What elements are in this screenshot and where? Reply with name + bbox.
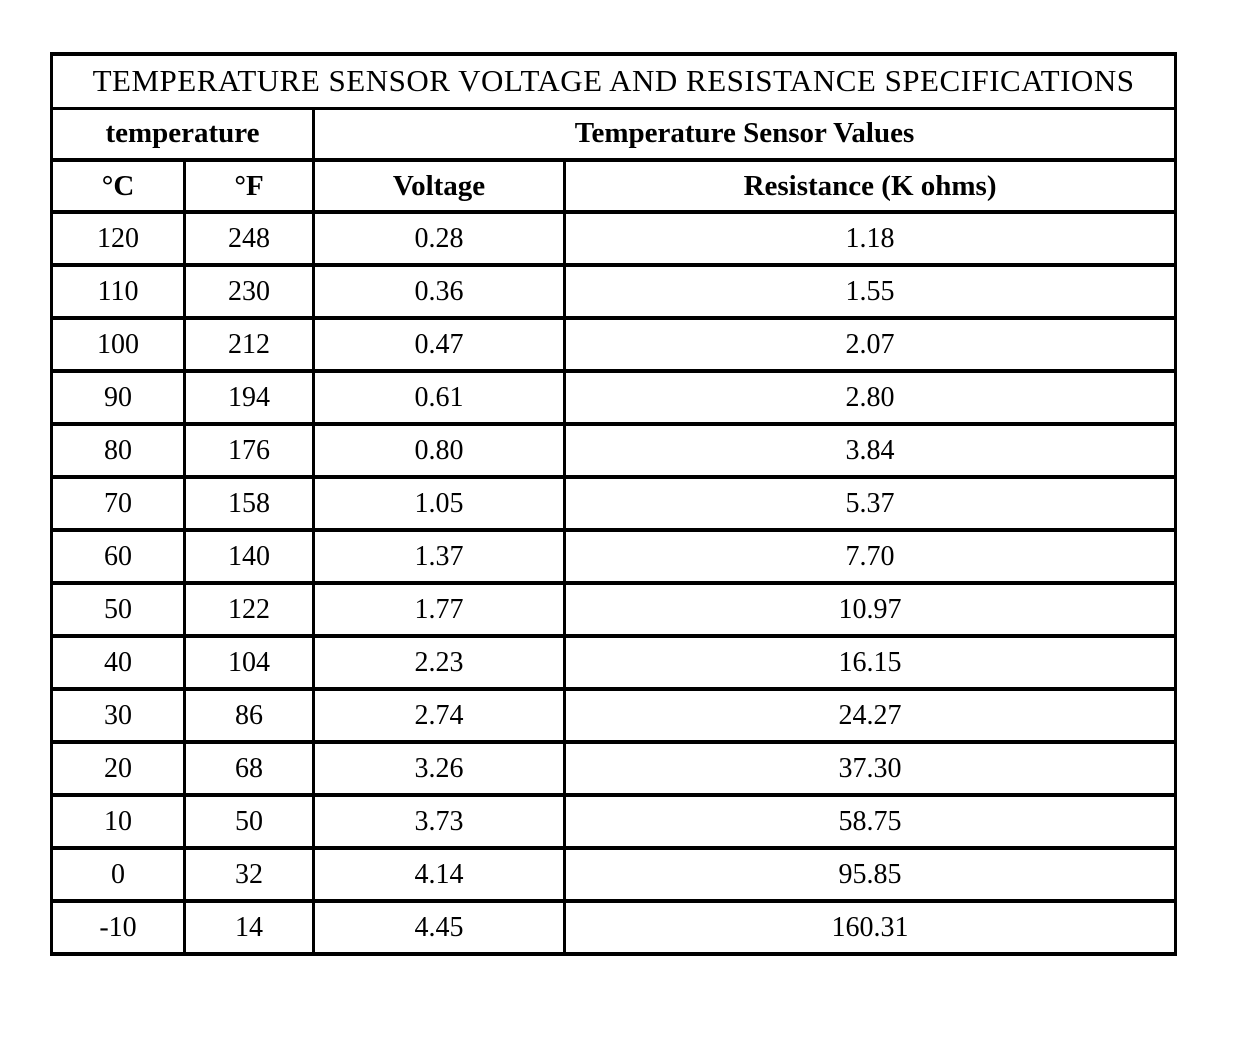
- cell-voltage: 1.77: [312, 581, 566, 638]
- cell-resistance: 2.80: [562, 369, 1178, 426]
- table-row: -10 14 4.45 160.31: [50, 899, 1178, 956]
- table-title: TEMPERATURE SENSOR VOLTAGE AND RESISTANC…: [49, 52, 1178, 110]
- cell-celsius: 30: [50, 687, 186, 744]
- cell-fahrenheit: 14: [183, 899, 315, 956]
- cell-resistance: 10.97: [562, 581, 1178, 638]
- cell-fahrenheit: 248: [183, 210, 315, 267]
- cell-resistance: 95.85: [562, 846, 1178, 903]
- cell-fahrenheit: 104: [183, 634, 315, 691]
- cell-resistance: 7.70: [562, 528, 1178, 585]
- cell-fahrenheit: 212: [183, 316, 315, 373]
- cell-voltage: 3.73: [312, 793, 566, 850]
- cell-resistance: 3.84: [562, 422, 1178, 479]
- table-row: 50 122 1.77 10.97: [50, 581, 1178, 638]
- cell-voltage: 0.47: [312, 316, 566, 373]
- cell-resistance: 5.37: [562, 475, 1178, 532]
- table-row: 110 230 0.36 1.55: [50, 263, 1178, 320]
- cell-voltage: 1.05: [312, 475, 566, 532]
- cell-celsius: 50: [50, 581, 186, 638]
- cell-fahrenheit: 50: [183, 793, 315, 850]
- cell-voltage: 2.23: [312, 634, 566, 691]
- cell-celsius: 70: [50, 475, 186, 532]
- group-header-sensor-values: Temperature Sensor Values: [311, 106, 1178, 162]
- cell-celsius: 20: [50, 740, 186, 797]
- table-row: 20 68 3.26 37.30: [50, 740, 1178, 797]
- cell-fahrenheit: 230: [183, 263, 315, 320]
- cell-celsius: 100: [50, 316, 186, 373]
- table-title-row: TEMPERATURE SENSOR VOLTAGE AND RESISTANC…: [49, 52, 1178, 110]
- cell-voltage: 0.80: [312, 422, 566, 479]
- cell-voltage: 0.36: [312, 263, 566, 320]
- cell-resistance: 37.30: [562, 740, 1178, 797]
- temperature-spec-table: TEMPERATURE SENSOR VOLTAGE AND RESISTANC…: [49, 52, 1178, 956]
- column-header-celsius: °C: [50, 158, 186, 214]
- column-header-resistance: Resistance (K ohms): [562, 158, 1178, 214]
- cell-fahrenheit: 68: [183, 740, 315, 797]
- group-header-temperature: temperature: [50, 106, 315, 162]
- cell-celsius: 10: [50, 793, 186, 850]
- table-row: 70 158 1.05 5.37: [50, 475, 1178, 532]
- column-header-row: °C °F Voltage Resistance (K ohms): [50, 158, 1178, 214]
- cell-fahrenheit: 140: [183, 528, 315, 585]
- cell-voltage: 4.14: [312, 846, 566, 903]
- cell-voltage: 0.28: [312, 210, 566, 267]
- table-row: 80 176 0.80 3.84: [50, 422, 1178, 479]
- cell-resistance: 1.18: [562, 210, 1178, 267]
- cell-voltage: 1.37: [312, 528, 566, 585]
- cell-resistance: 58.75: [562, 793, 1178, 850]
- cell-resistance: 160.31: [562, 899, 1178, 956]
- cell-fahrenheit: 176: [183, 422, 315, 479]
- cell-celsius: -10: [50, 899, 186, 956]
- cell-resistance: 1.55: [562, 263, 1178, 320]
- cell-fahrenheit: 86: [183, 687, 315, 744]
- cell-fahrenheit: 158: [183, 475, 315, 532]
- cell-voltage: 2.74: [312, 687, 566, 744]
- cell-celsius: 80: [50, 422, 186, 479]
- cell-resistance: 24.27: [562, 687, 1178, 744]
- cell-celsius: 0: [50, 846, 186, 903]
- cell-resistance: 2.07: [562, 316, 1178, 373]
- cell-voltage: 4.45: [312, 899, 566, 956]
- table-row: 120 248 0.28 1.18: [50, 210, 1178, 267]
- table-row: 0 32 4.14 95.85: [50, 846, 1178, 903]
- table-row: 90 194 0.61 2.80: [50, 369, 1178, 426]
- table-row: 40 104 2.23 16.15: [50, 634, 1178, 691]
- cell-fahrenheit: 32: [183, 846, 315, 903]
- cell-voltage: 3.26: [312, 740, 566, 797]
- column-header-voltage: Voltage: [312, 158, 566, 214]
- cell-celsius: 110: [50, 263, 186, 320]
- table-row: 60 140 1.37 7.70: [50, 528, 1178, 585]
- cell-fahrenheit: 122: [183, 581, 315, 638]
- column-header-fahrenheit: °F: [183, 158, 315, 214]
- table-header: TEMPERATURE SENSOR VOLTAGE AND RESISTANC…: [49, 52, 1178, 214]
- table-row: 10 50 3.73 58.75: [50, 793, 1178, 850]
- cell-celsius: 90: [50, 369, 186, 426]
- group-header-row: temperature Temperature Sensor Values: [50, 106, 1178, 162]
- table-body: 120 248 0.28 1.18 110 230 0.36 1.55 100 212 0.47 2.…: [50, 210, 1178, 956]
- cell-celsius: 40: [50, 634, 186, 691]
- table-row: 100 212 0.47 2.07: [50, 316, 1178, 373]
- cell-voltage: 0.61: [312, 369, 566, 426]
- cell-fahrenheit: 194: [183, 369, 315, 426]
- cell-celsius: 60: [50, 528, 186, 585]
- cell-resistance: 16.15: [562, 634, 1178, 691]
- table-row: 30 86 2.74 24.27: [50, 687, 1178, 744]
- cell-celsius: 120: [50, 210, 186, 267]
